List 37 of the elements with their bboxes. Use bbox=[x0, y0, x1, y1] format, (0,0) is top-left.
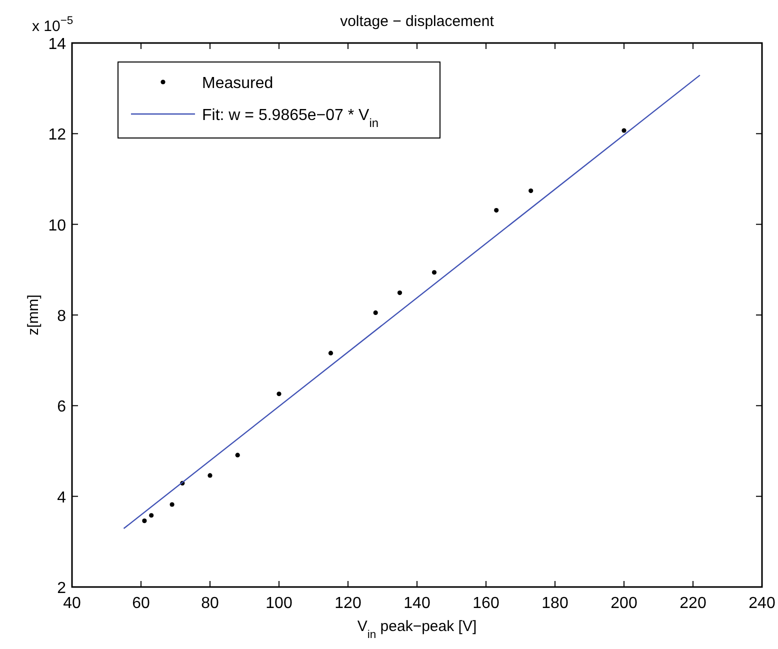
x-tick-label: 60 bbox=[132, 595, 150, 612]
x-tick-label: 40 bbox=[63, 595, 81, 612]
point bbox=[328, 350, 334, 356]
y-axis-title: z[mm] bbox=[25, 294, 42, 336]
x-tick-label: 160 bbox=[472, 595, 500, 612]
point bbox=[142, 518, 147, 524]
x-axis-title: V$_{in}$ peak−peak [V] bbox=[357, 618, 477, 641]
chart-title: voltage − displacement bbox=[340, 13, 495, 30]
point bbox=[235, 452, 240, 458]
point bbox=[170, 502, 174, 507]
y-tick-label: 4 bbox=[57, 489, 66, 506]
y-tick-label: 8 bbox=[57, 308, 66, 325]
y-tick-label: 2 bbox=[57, 580, 66, 597]
point bbox=[149, 513, 154, 518]
point bbox=[397, 290, 402, 296]
text: x 10$^{−5}$ bbox=[32, 15, 74, 35]
x-tick-label: 80 bbox=[201, 595, 219, 612]
y-tick-label: 6 bbox=[57, 398, 66, 416]
point bbox=[373, 310, 378, 316]
x-tick-label: 200 bbox=[610, 595, 638, 612]
y-tick-label: 12 bbox=[48, 126, 66, 144]
y-tick-label: 10 bbox=[48, 217, 66, 234]
point bbox=[208, 473, 212, 478]
legend-label: Fit: w = 5.9865e−07 * V$_{in}$ bbox=[202, 107, 379, 130]
x-tick-label: 180 bbox=[542, 595, 568, 612]
x-tick-label: 240 bbox=[748, 595, 776, 612]
point bbox=[528, 188, 534, 194]
legend-label: Measured bbox=[202, 75, 274, 92]
point bbox=[622, 128, 626, 133]
x-tick-label: 220 bbox=[680, 595, 706, 612]
x-tick-label: 100 bbox=[266, 595, 292, 612]
y-tick-label: 14 bbox=[48, 36, 66, 53]
point bbox=[494, 208, 499, 213]
point bbox=[276, 392, 282, 396]
point bbox=[432, 270, 437, 275]
x-tick-label: 120 bbox=[334, 595, 362, 612]
x-tick-label: 140 bbox=[404, 595, 430, 612]
